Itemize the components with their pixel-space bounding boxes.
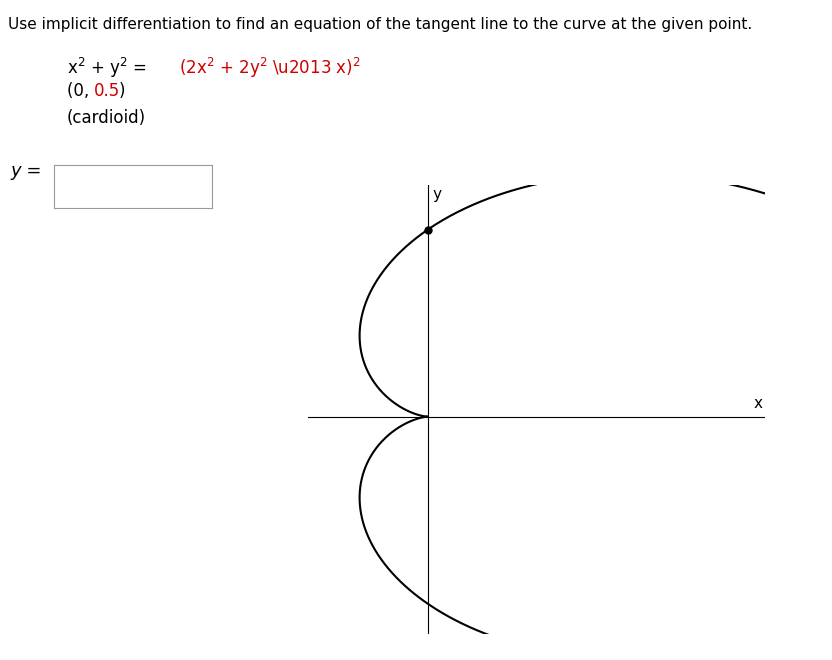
Text: (2x$^2$ + 2y$^2$ \u2013 x)$^2$: (2x$^2$ + 2y$^2$ \u2013 x)$^2$ xyxy=(179,56,360,81)
Text: (0,: (0, xyxy=(67,82,94,100)
Text: x: x xyxy=(754,396,763,411)
Text: (cardioid): (cardioid) xyxy=(67,109,146,127)
Text: y: y xyxy=(432,187,441,202)
Text: 0.5: 0.5 xyxy=(94,82,121,100)
Text: y =: y = xyxy=(10,162,42,180)
Text: ): ) xyxy=(119,82,126,100)
Text: Use implicit differentiation to find an equation of the tangent line to the curv: Use implicit differentiation to find an … xyxy=(8,16,753,32)
Text: x$^2$ + y$^2$ =: x$^2$ + y$^2$ = xyxy=(67,56,148,81)
